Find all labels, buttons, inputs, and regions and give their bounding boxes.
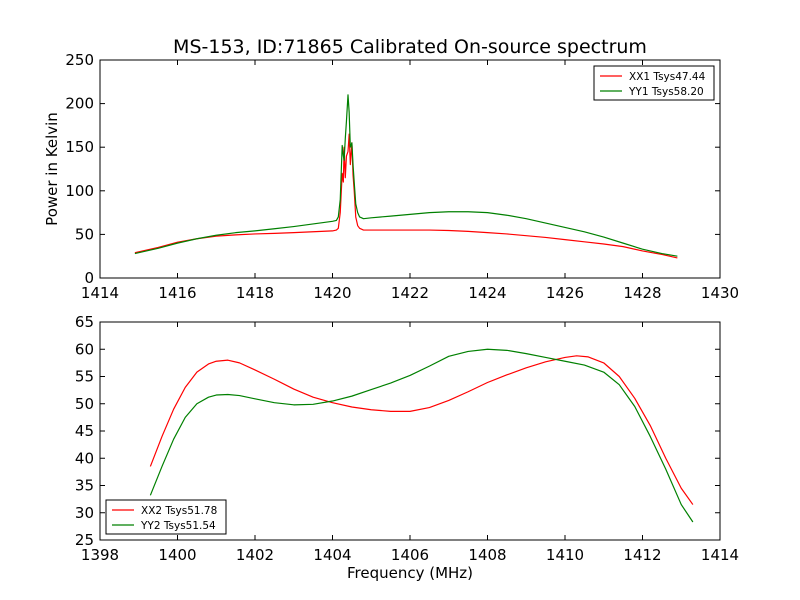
legend-box	[593, 65, 715, 101]
series-line-1	[134, 94, 678, 257]
legend-label-0: XX1 Tsys47.44	[629, 71, 706, 83]
y-axis-label: Power in Kelvin	[43, 112, 61, 226]
x-tick-label: 1406	[391, 546, 429, 564]
legend: XX1 Tsys47.44 YY1 Tsys58.20	[593, 65, 715, 101]
figure-title: MS-153, ID:71865 Calibrated On-source sp…	[173, 36, 647, 58]
y-tick-label: 150	[65, 138, 94, 156]
x-tick-label: 1404	[313, 546, 351, 564]
legend-box	[105, 499, 227, 535]
x-tick-label: 1398	[81, 546, 119, 564]
y-tick-label: 100	[65, 182, 94, 200]
top-spectrum-panel: 1414 1416 1418 1420 1422 1424 1426 1428 1430 0 50 1…	[43, 51, 739, 302]
y-tick-label: 200	[65, 95, 94, 113]
y-tick-label: 250	[65, 51, 94, 69]
y-tick-label: 25	[75, 531, 94, 549]
x-tick-label: 1430	[701, 284, 739, 302]
x-tick-label: 1414	[81, 284, 119, 302]
x-tick-label: 1420	[313, 284, 351, 302]
x-tick-label: 1426	[546, 284, 584, 302]
x-tick-label: 1402	[236, 546, 274, 564]
legend-label-1: YY2 Tsys51.54	[140, 520, 216, 532]
y-tick-label: 65	[75, 313, 94, 331]
series-line-1	[149, 348, 694, 523]
x-tick-label: 1418	[236, 284, 274, 302]
y-tick-label: 0	[84, 269, 94, 287]
legend-label-1: YY1 Tsys58.20	[628, 86, 704, 98]
x-tick-label: 1428	[623, 284, 661, 302]
y-tick-label: 55	[75, 368, 94, 386]
x-tick-label: 1424	[468, 284, 506, 302]
x-tick-label: 1410	[546, 546, 584, 564]
legend-label-0: XX2 Tsys51.78	[141, 505, 217, 517]
x-tick-label: 1422	[391, 284, 429, 302]
y-tick-label: 45	[75, 422, 94, 440]
x-tick-label: 1408	[468, 546, 506, 564]
y-tick-label: 50	[75, 225, 94, 243]
x-tick-label: 1400	[158, 546, 196, 564]
y-tick-label: 60	[75, 340, 94, 358]
y-tick-label: 40	[75, 449, 94, 467]
x-axis-label: Frequency (MHz)	[347, 564, 473, 582]
y-tick-label: 35	[75, 477, 94, 495]
series-line-0	[149, 355, 694, 505]
x-tick-label: 1412	[623, 546, 661, 564]
legend: XX2 Tsys51.78 YY2 Tsys51.54	[105, 499, 227, 535]
y-tick-label: 50	[75, 395, 94, 413]
bottom-spectrum-panel: 1398 1400 1402 1404 1406 1408 1410 1412 1414 25 30…	[75, 313, 739, 582]
y-tick-label: 30	[75, 504, 94, 522]
x-tick-label: 1414	[701, 546, 739, 564]
x-tick-label: 1416	[158, 284, 196, 302]
